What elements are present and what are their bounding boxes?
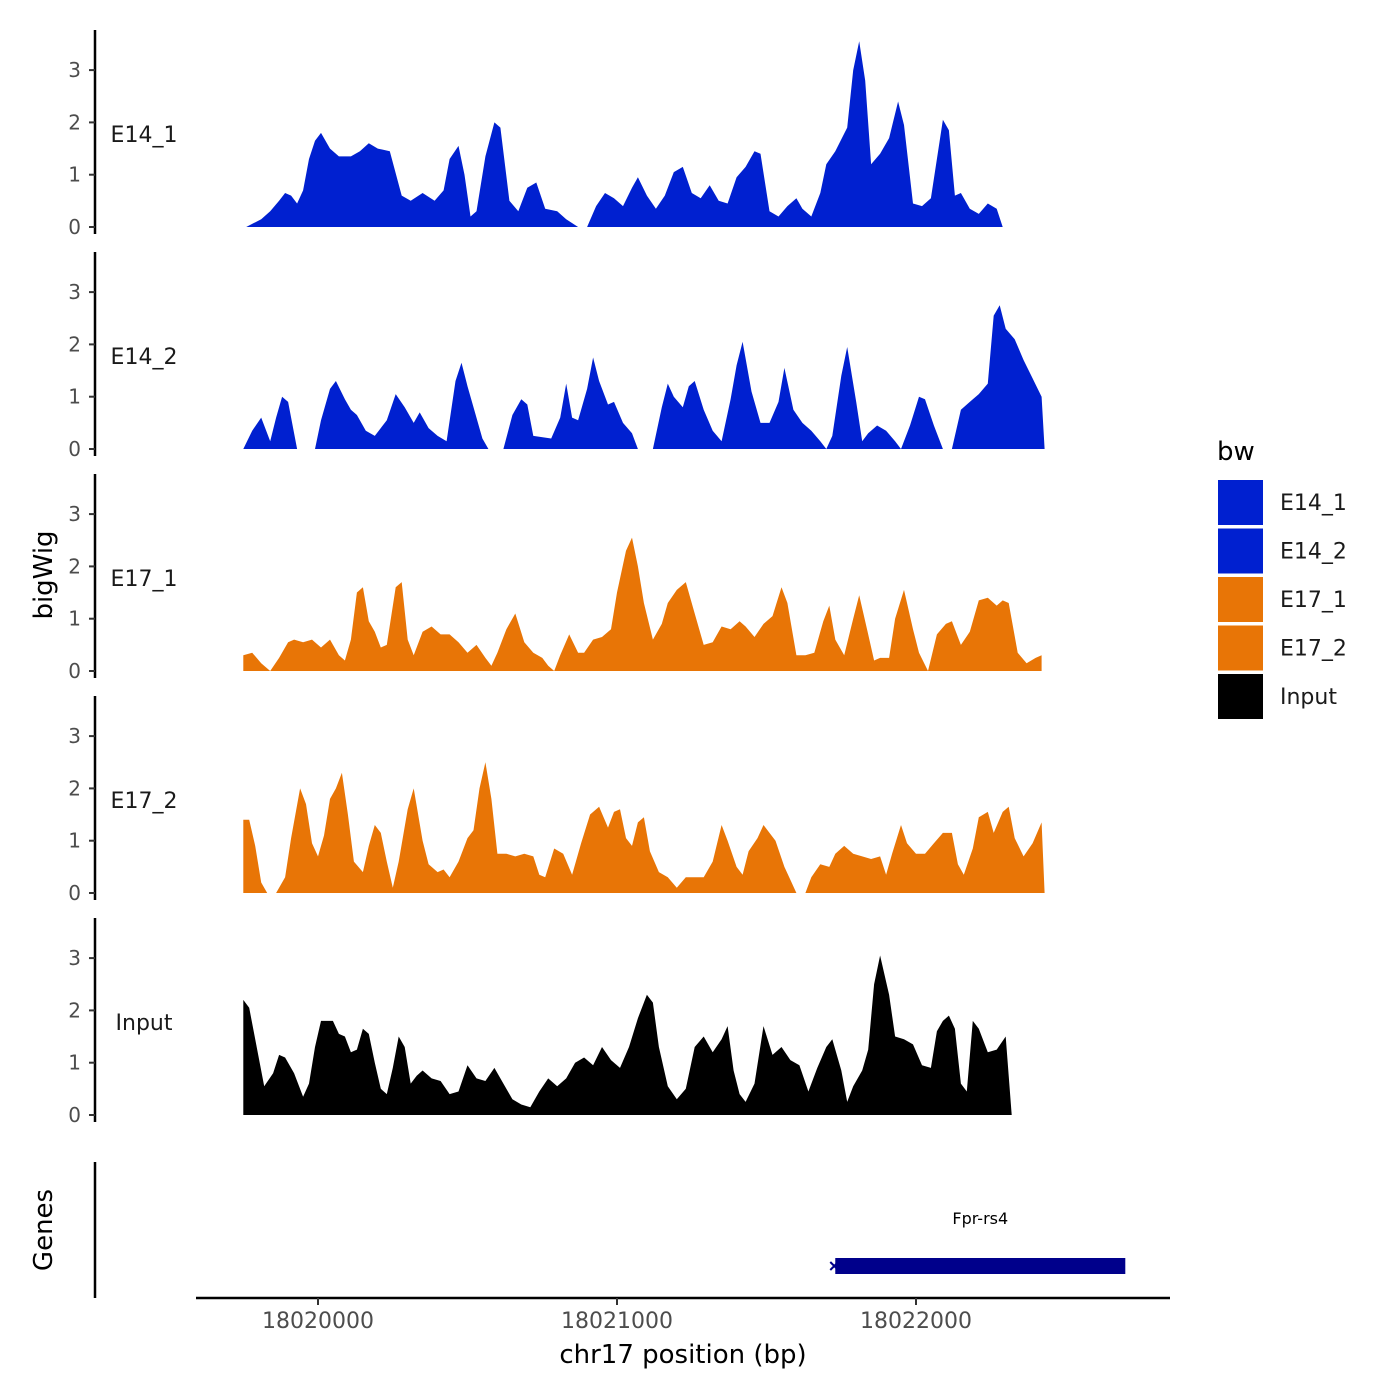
track-panel-e17-2: 0 1 2 3 E17_2 (68, 696, 1045, 905)
gene-strand-marker (829, 1261, 839, 1271)
gene-label: Fpr-rs4 (952, 1209, 1008, 1228)
y-tick-label: 3 (68, 280, 81, 304)
y-tick-label: 3 (68, 502, 81, 526)
y-tick-label: 1 (68, 385, 81, 409)
track-area-e14-1 (246, 41, 1003, 227)
y-tick-label: 1 (68, 607, 81, 631)
legend-swatch (1218, 528, 1263, 574)
legend-item-e14-2: E14_2 (1218, 528, 1347, 574)
track-label: E17_2 (111, 789, 178, 814)
legend-item-e17-1: E17_1 (1218, 577, 1347, 622)
track-panel-e14-2: 0 1 2 3 E14_2 (68, 252, 1045, 461)
legend-swatch (1218, 674, 1263, 719)
tracks-layer: 0 1 2 3 E14_1 0 1 2 3 E14_2 0 1 2 3 E17_1 0 1 2 3 E17_2 0 1 2 3… (68, 30, 1045, 1127)
y-tick-label: 1 (68, 163, 81, 187)
legend-swatch (1218, 577, 1263, 622)
track-panel-e14-1: 0 1 2 3 E14_1 (68, 30, 1003, 239)
y-tick-label: 1 (68, 829, 81, 853)
y-tick-label: 2 (68, 332, 81, 356)
track-area-e17-1 (243, 537, 1042, 671)
x-axis-title: chr17 position (bp) (559, 1340, 806, 1370)
y-tick-label: 3 (68, 58, 81, 82)
genes-layer: Fpr-rs4 (829, 1209, 1126, 1274)
y-tick-label: 3 (68, 946, 81, 970)
y-tick-label: 0 (68, 1103, 81, 1127)
legend-swatch (1218, 480, 1263, 525)
y-axis-title: bigWig (29, 530, 59, 619)
track-label: E17_1 (111, 567, 178, 592)
legend-label: E17_1 (1280, 588, 1347, 613)
track-panel-e17-1: 0 1 2 3 E17_1 (68, 474, 1042, 683)
track-label: E14_1 (111, 123, 178, 148)
legend-item-e14-1: E14_1 (1218, 480, 1347, 525)
legend-label: E17_2 (1280, 637, 1347, 662)
track-panel-input: 0 1 2 3 Input (68, 918, 1012, 1127)
y-tick-label: 2 (68, 554, 81, 578)
x-tick-label: 18020000 (262, 1309, 374, 1334)
y-tick-label: 2 (68, 776, 81, 800)
y-tick-label: 0 (68, 215, 81, 239)
track-area-e17-2 (243, 762, 1045, 893)
legend-label: Input (1280, 685, 1337, 710)
legend: E14_1 E14_2 E17_1 E17_2 Input (1218, 480, 1347, 719)
track-label: Input (116, 1011, 173, 1036)
track-area-e14-2 (243, 305, 1045, 449)
x-tick-label: 18021000 (561, 1309, 673, 1334)
y-tick-label: 0 (68, 437, 81, 461)
legend-swatch (1218, 625, 1263, 671)
legend-title: bw (1217, 437, 1255, 467)
y-tick-label: 3 (68, 724, 81, 748)
gene-fpr-rs4: Fpr-rs4 (829, 1209, 1126, 1274)
y-tick-label: 0 (68, 659, 81, 683)
genes-axis-title: Genes (29, 1189, 59, 1271)
y-tick-label: 2 (68, 110, 81, 134)
x-tick-label: 18022000 (860, 1309, 972, 1334)
legend-item-input: Input (1218, 674, 1337, 719)
gene-body (835, 1258, 1126, 1274)
track-area-input (243, 955, 1012, 1115)
y-tick-label: 1 (68, 1051, 81, 1075)
legend-label: E14_2 (1280, 540, 1347, 565)
x-ticks-layer: 18020000 18021000 18022000 (262, 1298, 972, 1334)
legend-item-e17-2: E17_2 (1218, 625, 1347, 671)
legend-label: E14_1 (1280, 491, 1347, 516)
track-label: E14_2 (111, 345, 178, 370)
y-tick-label: 0 (68, 881, 81, 905)
y-tick-label: 2 (68, 998, 81, 1022)
